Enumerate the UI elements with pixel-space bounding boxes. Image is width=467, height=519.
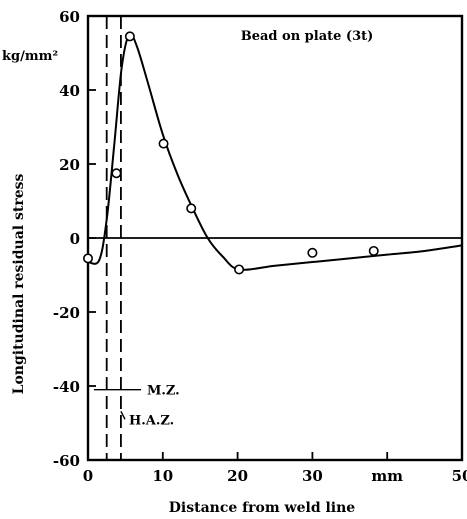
- data-point: [234, 264, 245, 275]
- y-axis-title: Longitudinal residual stress: [11, 173, 27, 394]
- data-point: [111, 168, 122, 179]
- y-tick-label: -60: [53, 452, 80, 470]
- axes-frame: [86, 14, 464, 462]
- data-point: [186, 203, 197, 214]
- y-tick-label: 0: [70, 230, 80, 248]
- y-tick-label: 60: [59, 8, 80, 26]
- y-unit-label: kg/mm²: [2, 49, 58, 64]
- data-point: [124, 31, 135, 42]
- x-tick-label: mm: [371, 467, 403, 485]
- data-point: [368, 245, 379, 256]
- point-layer: [83, 31, 379, 275]
- chart-title: Bead on plate (3t): [241, 29, 374, 44]
- ticks: [87, 15, 463, 461]
- x-tick-label: 20: [227, 467, 248, 485]
- boundary-lines: [105, 16, 122, 460]
- x-tick-label: 10: [152, 467, 173, 485]
- y-tick-label: 40: [59, 82, 80, 100]
- data-point: [158, 138, 169, 149]
- leader-line: [120, 410, 126, 420]
- x-axis-title: Distance from weld line: [169, 500, 356, 516]
- data-point: [83, 253, 94, 264]
- x-tick-label: 50: [452, 467, 467, 485]
- curve-layer: [87, 32, 463, 271]
- annotation-layer: M.Z. H.A.Z.: [94, 384, 180, 428]
- x-tick-label: 0: [83, 467, 93, 485]
- y-tick-label: -40: [53, 378, 80, 396]
- data-point: [307, 247, 318, 258]
- stress-curve: [87, 32, 463, 271]
- boundary-label: M.Z.: [147, 384, 180, 399]
- y-tick-label: -20: [53, 304, 80, 322]
- boundary-label: H.A.Z.: [129, 413, 174, 428]
- tick-labels: 0 10 20 30 mm 50 60 40 20 0 -20 -40 -60: [53, 8, 467, 485]
- y-tick-label: 20: [59, 156, 80, 174]
- x-tick-label: 30: [302, 467, 323, 485]
